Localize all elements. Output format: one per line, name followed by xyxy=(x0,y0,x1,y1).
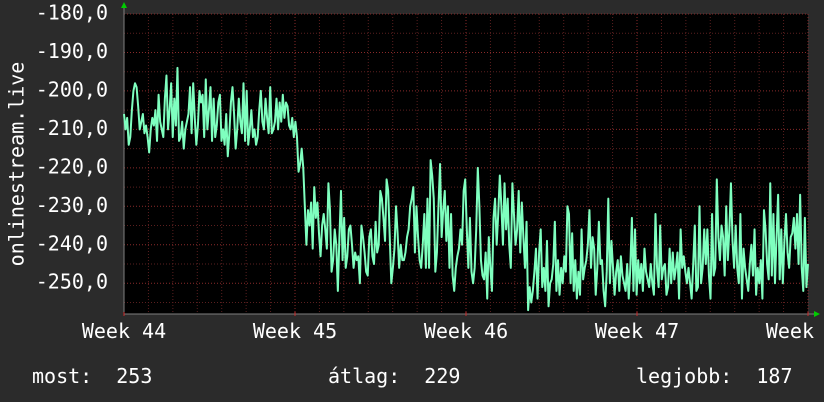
x-tick-label: Week 44 xyxy=(82,319,166,343)
y-tick-label: -230,0 xyxy=(36,193,108,217)
x-tick-label: Week 48 xyxy=(766,319,824,343)
footer-average: átlag: 229 xyxy=(328,364,460,388)
series-line xyxy=(123,66,809,312)
y-tick-labels: -180,0 -190,0 -200,0 -210,0 -220,0 -230,0 -240… xyxy=(36,1,108,294)
x-tick-label: Week 46 xyxy=(424,319,508,343)
y-tick-label: -190,0 xyxy=(36,39,108,63)
x-tick-labels: Week 44 Week 45 Week 46 Week 47 Week 48 xyxy=(82,319,824,343)
x-tick-label: Week 45 xyxy=(253,319,337,343)
y-tick-label: -180,0 xyxy=(36,1,108,25)
footer-average-value: 229 xyxy=(424,364,460,388)
y-tick-label: -220,0 xyxy=(36,154,108,178)
footer-current-label: most: xyxy=(32,364,92,388)
footer-best-value: 187 xyxy=(756,364,792,388)
footer-average-label: átlag: xyxy=(328,364,400,388)
y-tick-label: -250,0 xyxy=(36,270,108,294)
footer-best: legjobb: 187 xyxy=(636,364,793,388)
footer-best-label: legjobb: xyxy=(636,364,732,388)
y-tick-label: -240,0 xyxy=(36,231,108,255)
y-tick-label: -200,0 xyxy=(36,77,108,101)
footer-current: most: 253 xyxy=(32,364,152,388)
footer-current-value: 253 xyxy=(116,364,152,388)
y-axis-arrow xyxy=(121,2,127,8)
x-axis-arrow xyxy=(814,311,820,317)
y-tick-label: -210,0 xyxy=(36,116,108,140)
x-tick-label: Week 47 xyxy=(595,319,679,343)
axes xyxy=(121,2,820,317)
y-axis-label: onlinestream.live xyxy=(5,62,29,267)
